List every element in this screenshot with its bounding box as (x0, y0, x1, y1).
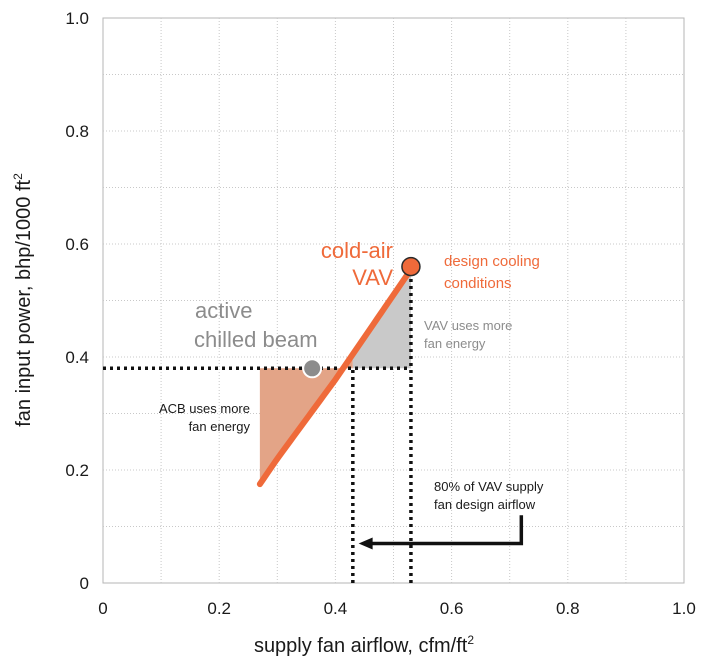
y-tick-label: 0 (80, 574, 89, 593)
arrow-head (358, 537, 373, 550)
y-tick-label: 0.6 (65, 235, 89, 254)
series-lines (256, 266, 414, 488)
y-tick-label: 0.2 (65, 461, 89, 480)
series-line (256, 266, 414, 488)
x-tick-label: 0.4 (324, 599, 348, 618)
arrow-shaft (370, 515, 524, 546)
acb-label-line2: chilled beam (194, 327, 318, 352)
acb-more-line2: fan energy (189, 419, 251, 434)
x-tick-label: 0.8 (556, 599, 580, 618)
x-tick-label: 1.0 (672, 599, 696, 618)
data-point (401, 256, 421, 277)
x-tick-label: 0.6 (440, 599, 464, 618)
x-tick-label: 0 (98, 599, 107, 618)
y-tick-label: 1.0 (65, 9, 89, 28)
x-axis-title-text: supply fan airflow, cfm/ft (254, 635, 468, 657)
vav-label-line2: VAV (352, 265, 393, 290)
design-label-line1: design cooling (444, 253, 540, 270)
vav-more-line2: fan energy (424, 336, 486, 351)
y-axis-title-sup: 2 (11, 173, 25, 180)
tick-labels: 0 0.2 0.4 0.6 0.8 1.0 0 0.2 0.4 0.6 0.8 1.0 (65, 9, 695, 618)
vav-more-line1: VAV uses more (424, 318, 512, 333)
y-tick-label: 0.8 (65, 122, 89, 141)
y-axis-title-text: fan input power, bhp/1000 ft (13, 179, 35, 426)
x-axis-title: supply fan airflow, cfm/ft2 (254, 633, 474, 657)
y-tick-label: 0.4 (65, 348, 89, 367)
vav-label-line1: cold-air (321, 238, 393, 263)
y-axis-title: fan input power, bhp/1000 ft2 (11, 173, 35, 427)
x-axis-title-sup: 2 (467, 633, 474, 647)
data-point (302, 358, 323, 379)
x-tick-label: 0.2 (207, 599, 231, 618)
reference-lines (103, 266, 413, 583)
acb-label-line1: active (195, 298, 252, 323)
airflow-arrow (358, 515, 524, 550)
acb-more-line1: ACB uses more (159, 401, 250, 416)
design-label-line2: conditions (444, 275, 512, 292)
pct-label-line2: fan design airflow (434, 497, 536, 512)
point-markers (302, 256, 421, 379)
pct-label-line1: 80% of VAV supply (434, 479, 544, 494)
